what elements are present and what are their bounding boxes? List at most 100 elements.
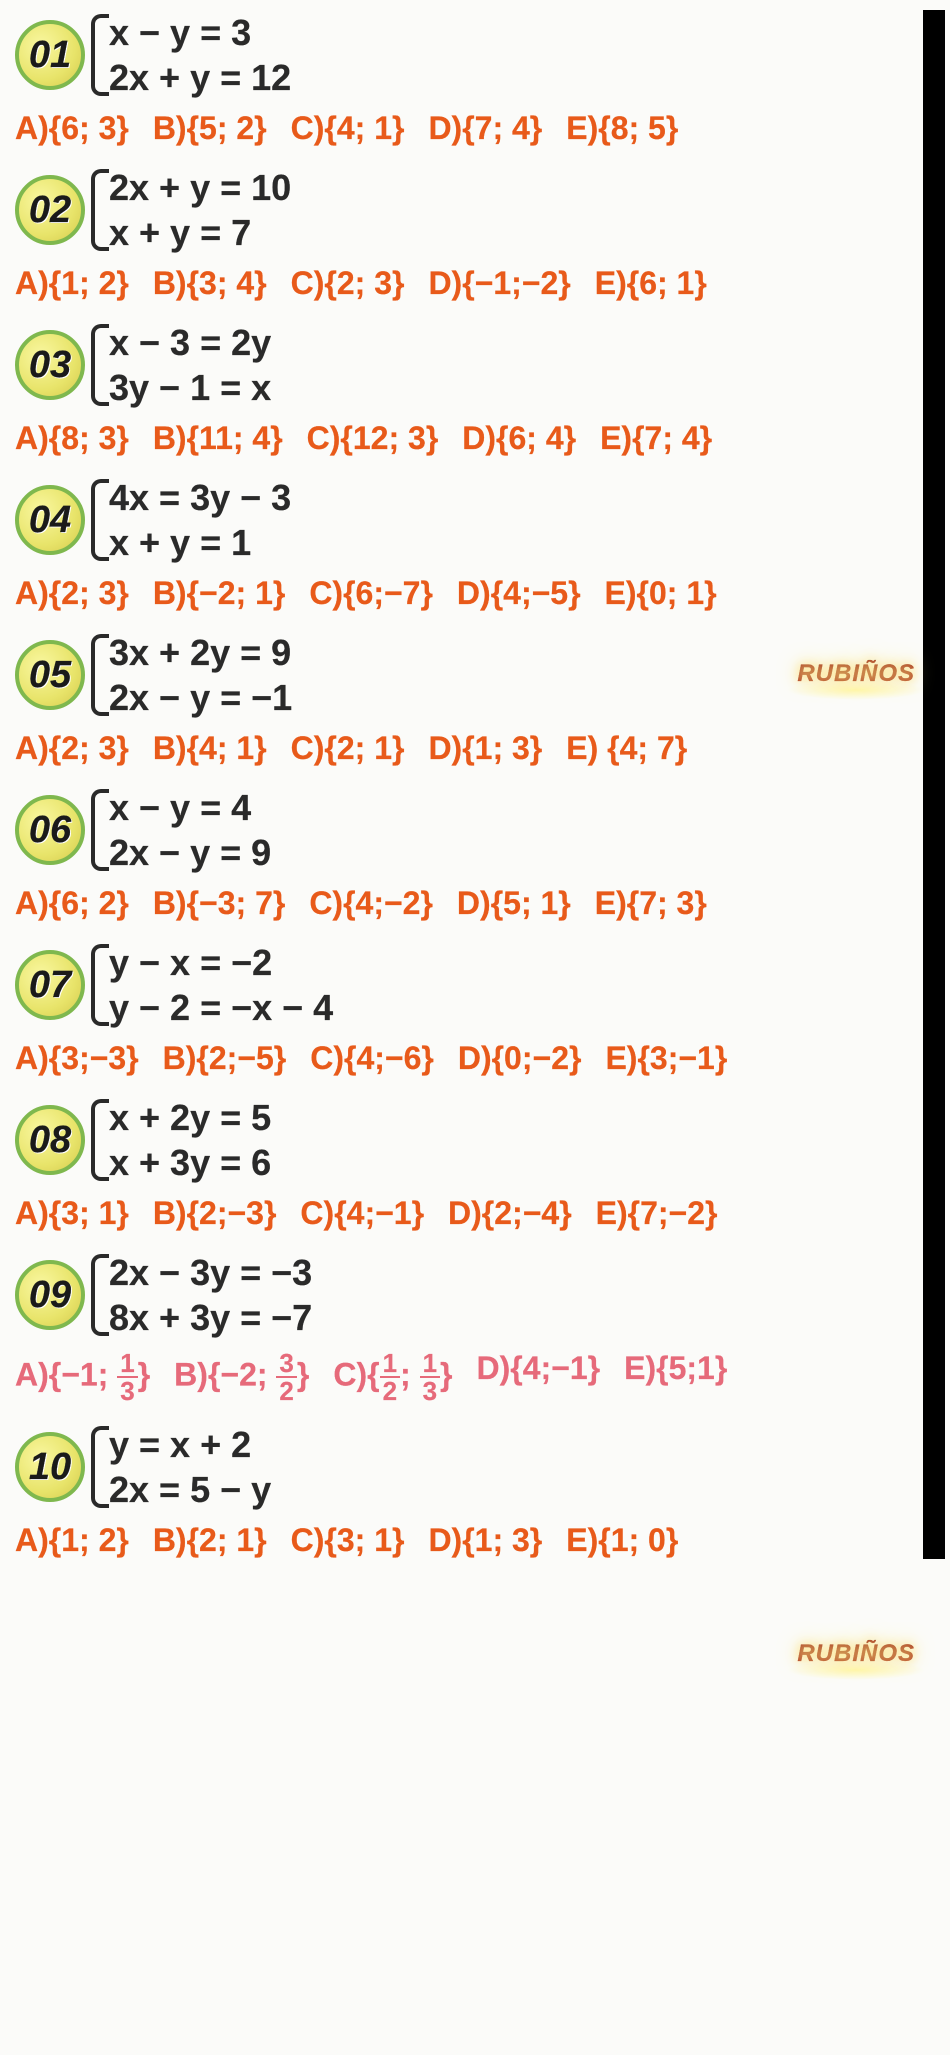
answer-option: C){4;−2} xyxy=(309,885,433,922)
watermark-logo: RUBIÑOS xyxy=(797,1640,915,1668)
answer-option: C){6;−7} xyxy=(309,575,433,612)
answer-option: A){6; 2} xyxy=(15,885,129,922)
answer-option: C){4;−6} xyxy=(310,1040,434,1077)
answer-option: D){1; 3} xyxy=(428,1522,542,1559)
equation-system: y − x = −2y − 2 = −x − 4 xyxy=(89,940,333,1030)
problem-list: 01x − y = 32x + y = 12A){6; 3}B){5; 2}C)… xyxy=(15,10,945,1559)
answer-option: C){2; 3} xyxy=(291,265,405,302)
answer-option: D){5; 1} xyxy=(457,885,571,922)
answer-option: D){1; 3} xyxy=(428,730,542,767)
equation: 2x − 3y = −3 xyxy=(109,1250,312,1295)
problem-header: 01x − y = 32x + y = 12 xyxy=(15,10,945,100)
answer-option: C){2; 1} xyxy=(291,730,405,767)
answer-option: C){4; 1} xyxy=(291,110,405,147)
equation: x + 2y = 5 xyxy=(109,1095,271,1140)
problem-header: 07y − x = −2y − 2 = −x − 4 xyxy=(15,940,945,1030)
problem-number-badge: 09 xyxy=(15,1260,85,1330)
problem-number-badge: 05 xyxy=(15,640,85,710)
answer-option: A){−1; 13} xyxy=(15,1350,150,1404)
answer-option: B){3; 4} xyxy=(153,265,267,302)
problem: 01x − y = 32x + y = 12A){6; 3}B){5; 2}C)… xyxy=(15,10,945,147)
problem-header: 044x = 3y − 3x + y = 1 xyxy=(15,475,945,565)
problem: 08x + 2y = 5x + 3y = 6A){3; 1}B){2;−3}C)… xyxy=(15,1095,945,1232)
answer-option: A){8; 3} xyxy=(15,420,129,457)
problem-number-badge: 03 xyxy=(15,330,85,400)
answer-option: C){3; 1} xyxy=(291,1522,405,1559)
answer-option: E){7; 4} xyxy=(600,420,712,457)
answer-option: A){1; 2} xyxy=(15,1522,129,1559)
answer-option: A){1; 2} xyxy=(15,265,129,302)
equation: x − y = 4 xyxy=(109,785,271,830)
equation: y − x = −2 xyxy=(109,940,333,985)
answer-option: B){5; 2} xyxy=(153,110,267,147)
answer-option: D){6; 4} xyxy=(462,420,576,457)
equation-system: x − y = 42x − y = 9 xyxy=(89,785,271,875)
answer-option: E){3;−1} xyxy=(605,1040,727,1077)
answer-option: B){2; 1} xyxy=(153,1522,267,1559)
equation-system: y = x + 22x = 5 − y xyxy=(89,1422,271,1512)
equation: 8x + 3y = −7 xyxy=(109,1295,312,1340)
problem-number-badge: 06 xyxy=(15,795,85,865)
equation-system: 2x + y = 10x + y = 7 xyxy=(89,165,291,255)
answer-option: E){7; 3} xyxy=(595,885,707,922)
problem-number-badge: 08 xyxy=(15,1105,85,1175)
answer-options: A){6; 3} B){5; 2} C){4; 1} D){7; 4} E){8; 5} xyxy=(15,110,945,147)
watermark-logo: RUBIÑOS xyxy=(797,660,915,688)
answer-option: A){3;−3} xyxy=(15,1040,139,1077)
answer-option: B){11; 4} xyxy=(153,420,283,457)
answer-option: D){2;−4} xyxy=(448,1195,572,1232)
equation: y = x + 2 xyxy=(109,1422,271,1467)
problem: 10y = x + 22x = 5 − yA){1; 2}B){2; 1}C){… xyxy=(15,1422,945,1559)
answer-option: D){7; 4} xyxy=(428,110,542,147)
answer-options: A){2; 3}B){−2; 1}C){6;−7}D){4;−5}E){0; 1… xyxy=(15,575,945,612)
answer-option: A){3; 1} xyxy=(15,1195,129,1232)
answer-option: E){6; 1} xyxy=(595,265,707,302)
problem: 044x = 3y − 3x + y = 1A){2; 3}B){−2; 1}C… xyxy=(15,475,945,612)
answer-option: E){7;−2} xyxy=(596,1195,718,1232)
equation-system: 2x − 3y = −38x + 3y = −7 xyxy=(89,1250,312,1340)
answer-options: A){3;−3}B){2;−5}C){4;−6}D){0;−2}E){3;−1} xyxy=(15,1040,945,1077)
equation: 2x + y = 12 xyxy=(109,55,291,100)
answer-option: A){6; 3} xyxy=(15,110,129,147)
answer-option: B){−2; 32} xyxy=(174,1350,309,1404)
problem-header: 06x − y = 42x − y = 9 xyxy=(15,785,945,875)
answer-option: D){4;−1} xyxy=(477,1350,601,1404)
equation: x + 3y = 6 xyxy=(109,1140,271,1185)
equation: x − y = 3 xyxy=(109,10,291,55)
answer-option: E){1; 0} xyxy=(566,1522,678,1559)
worksheet-page: RUBIÑOS RUBIÑOS 01x − y = 32x + y = 12A)… xyxy=(15,10,945,1559)
answer-options: A){2; 3}B){4; 1}C){2; 1}D){1; 3}E) {4; 7… xyxy=(15,730,945,767)
answer-option: B){2;−3} xyxy=(153,1195,277,1232)
problem-header: 092x − 3y = −38x + 3y = −7 xyxy=(15,1250,945,1340)
answer-options: A){1; 2}B){3; 4}C){2; 3}D){−1;−2}E){6; 1… xyxy=(15,265,945,302)
problem: 022x + y = 10x + y = 7A){1; 2}B){3; 4}C)… xyxy=(15,165,945,302)
problem-number-badge: 07 xyxy=(15,950,85,1020)
answer-option: D){4;−5} xyxy=(457,575,581,612)
answer-option: E){5;1} xyxy=(624,1350,727,1404)
equation-system: 4x = 3y − 3x + y = 1 xyxy=(89,475,291,565)
problem-header: 08x + 2y = 5x + 3y = 6 xyxy=(15,1095,945,1185)
equation-system: x + 2y = 5x + 3y = 6 xyxy=(89,1095,271,1185)
answer-options: A){−1; 13} B){−2; 32} C){12; 13} D){4;−1} E)… xyxy=(15,1350,945,1404)
equation-system: x − y = 32x + y = 12 xyxy=(89,10,291,100)
answer-option: B){−2; 1} xyxy=(153,575,286,612)
problem: 06x − y = 42x − y = 9 A){6; 2} B){−3; 7} C)… xyxy=(15,785,945,922)
answer-option: E) {4; 7} xyxy=(566,730,687,767)
right-black-strip xyxy=(923,10,945,1559)
answer-option: E){0; 1} xyxy=(605,575,717,612)
answer-option: D){0;−2} xyxy=(458,1040,582,1077)
answer-option: C){4;−1} xyxy=(300,1195,424,1232)
answer-option: E){8; 5} xyxy=(566,110,678,147)
answer-options: A){8; 3}B){11; 4}C){12; 3}D){6; 4}E){7; … xyxy=(15,420,945,457)
equation: 2x − y = −1 xyxy=(109,675,292,720)
answer-options: A){6; 2} B){−3; 7} C){4;−2} D){5; 1} E){7; 3… xyxy=(15,885,945,922)
equation: y − 2 = −x − 4 xyxy=(109,985,333,1030)
problem-number-badge: 01 xyxy=(15,20,85,90)
problem: 053x + 2y = 92x − y = −1A){2; 3}B){4; 1}… xyxy=(15,630,945,767)
answer-option: A){2; 3} xyxy=(15,730,129,767)
equation: 4x = 3y − 3 xyxy=(109,475,291,520)
problem-header: 03x − 3 = 2y3y − 1 = x xyxy=(15,320,945,410)
answer-option: B){−3; 7} xyxy=(153,885,286,922)
answer-options: A){3; 1} B){2;−3} C){4;−1} D){2;−4} E){7;−2} xyxy=(15,1195,945,1232)
answer-option: C){12; 13} xyxy=(333,1350,452,1404)
